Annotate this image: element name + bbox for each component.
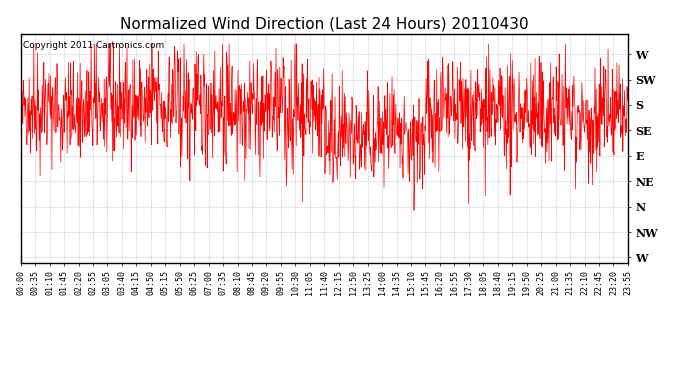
Text: Copyright 2011 Cartronics.com: Copyright 2011 Cartronics.com (23, 40, 164, 50)
Title: Normalized Wind Direction (Last 24 Hours) 20110430: Normalized Wind Direction (Last 24 Hours… (120, 16, 529, 31)
